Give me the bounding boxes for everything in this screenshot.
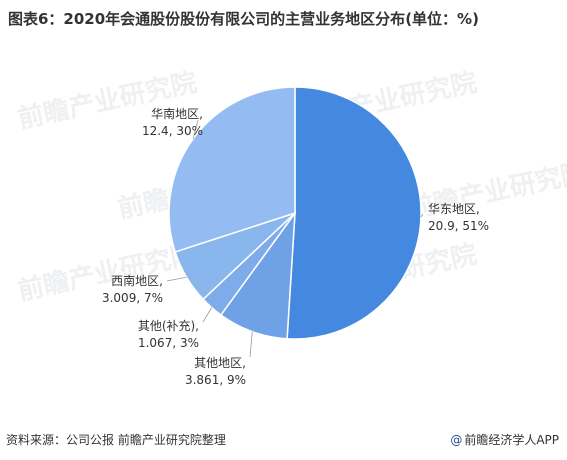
leader-lines [166, 119, 424, 358]
slice-label-value: 12.4, 30% [142, 124, 203, 138]
slice-label-name: 华东地区, [428, 202, 480, 216]
leader-line [192, 119, 199, 140]
leader-line [420, 213, 424, 218]
chart-title: 图表6：2020年会通股份股份有限公司的主营业务地区分布(单位：%) [8, 10, 479, 28]
leader-line [249, 331, 253, 358]
slice-label-name: 其他(补充), [138, 318, 199, 333]
slice-label-name: 华南地区, [151, 106, 203, 121]
slice-label-name: 西南地区, [111, 273, 163, 288]
slice-labels: 华东地区, 20.9, 51% 其他地区, 3.861, 9% 其他(补充), 1.067… [102, 106, 489, 387]
slice-label-name: 其他地区, [194, 356, 246, 370]
leader-line [166, 276, 187, 282]
footer: 资料来源：公司公报 前瞻产业研究院整理 @ 前瞻经济学人APP [6, 431, 559, 451]
leader-line [202, 307, 213, 323]
brand-name: 前瞻经济学人APP [464, 433, 559, 447]
slice-label-value: 3.861, 9% [185, 373, 246, 387]
source-note: 资料来源：公司公报 前瞻产业研究院整理 [6, 433, 226, 447]
pie-slice [286, 86, 422, 340]
slice-label-value: 3.009, 7% [102, 291, 163, 305]
brand-credit: @ 前瞻经济学人APP [450, 431, 559, 448]
brand-logo-icon: @ [450, 433, 463, 447]
slice-label-value: 20.9, 51% [428, 219, 489, 233]
slice-label-value: 1.067, 3% [138, 336, 199, 350]
pie-slices [168, 86, 422, 340]
